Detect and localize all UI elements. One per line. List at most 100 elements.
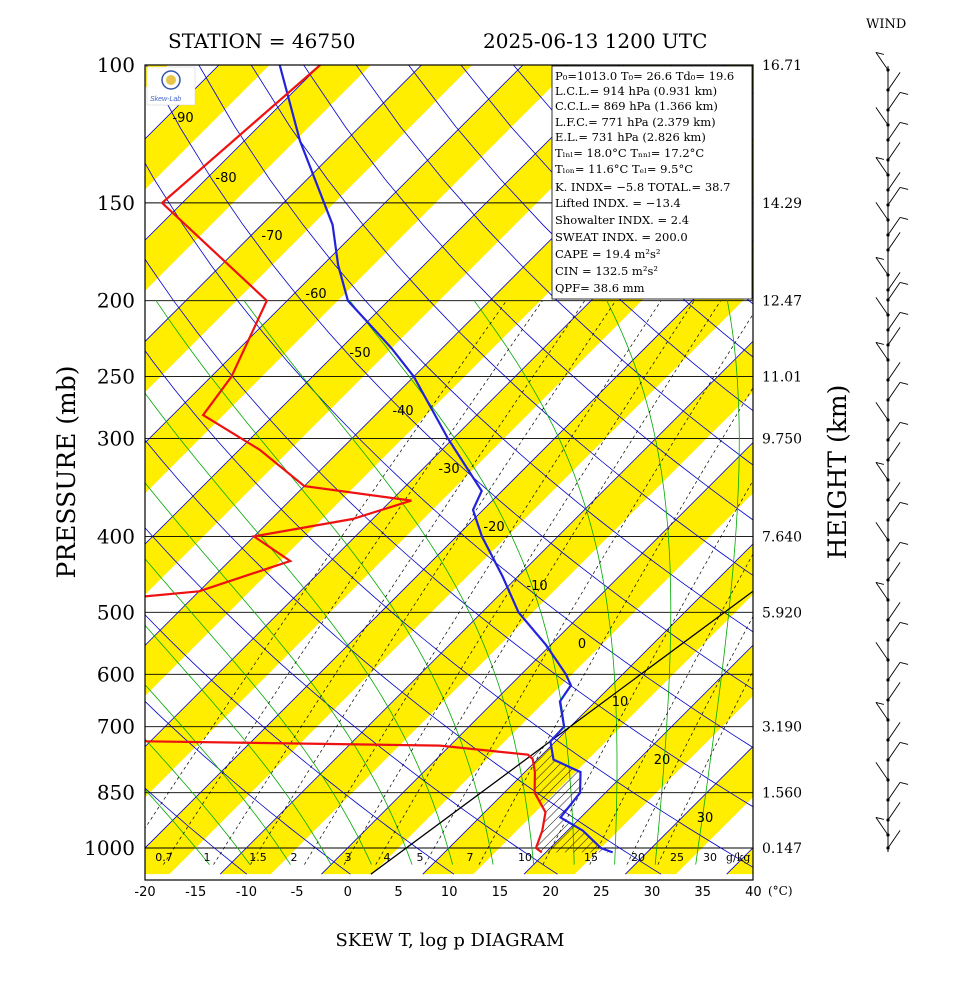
height-tick-label: 1.560	[762, 786, 802, 802]
wind-barb	[887, 362, 901, 381]
temp-tick-label: -5	[291, 885, 304, 900]
wind-barb	[875, 52, 889, 71]
pressure-tick-label: 850	[97, 781, 135, 805]
moist-adiabat	[145, 788, 210, 865]
height-tick-label: 5.920	[762, 605, 802, 621]
wind-barb-flag	[875, 51, 885, 55]
isotherm-label: -60	[305, 287, 326, 302]
isotherm-band	[145, 65, 473, 393]
stat-surface: P₀=1013.0 T₀= 26.6 Td₀= 19.6	[555, 69, 734, 83]
parcel-line	[370, 590, 753, 875]
isotherm-label: 0	[578, 637, 586, 652]
dry-adiabat	[145, 700, 351, 875]
isotherm-line	[321, 442, 753, 875]
mixing-ratio-label: 0.7	[155, 851, 173, 864]
stat-showalter: Showalter INDX. = 2.4	[555, 213, 689, 227]
isotherm-line	[145, 65, 625, 545]
stability-indices-box: P₀=1013.0 T₀= 26.6 Td₀= 19.6 L.C.L.= 914…	[551, 65, 753, 300]
height-tick-label: 0.147	[762, 841, 802, 857]
isotherm-band	[145, 65, 675, 595]
isotherm-label: -40	[392, 404, 413, 419]
mixing-unit: g/kg	[726, 851, 750, 864]
wind-barb	[875, 342, 889, 361]
mixing-ratio-line	[304, 300, 662, 865]
station-title: STATION = 46750	[168, 29, 356, 53]
wind-barb	[875, 817, 889, 836]
wind-barb	[887, 72, 901, 91]
isotherm-line	[0, 29, 52, 874]
isotherm-line	[929, 29, 960, 874]
moist-adiabat	[349, 300, 575, 865]
wind-barb	[875, 257, 889, 276]
wind-barb-flag	[875, 581, 885, 585]
mixing-ratio-label: 7	[467, 851, 474, 864]
isotherm-band	[145, 240, 753, 875]
wind-barbs-column	[875, 51, 909, 852]
isotherm-band	[929, 29, 960, 874]
wind-barb-flag	[875, 341, 885, 345]
temp-tick-label: -10	[236, 885, 257, 900]
isotherm-band	[145, 65, 371, 291]
moist-adiabat	[606, 300, 672, 865]
wind-barb-flag	[899, 381, 909, 385]
pressure-tick-label: 200	[97, 289, 135, 313]
stat-cin: CIN = 132.5 m²s²	[555, 264, 658, 278]
height-tick-label: 16.71	[762, 58, 802, 74]
mixing-ratio-line	[657, 670, 753, 865]
temp-tick-label: 0	[344, 885, 352, 900]
wind-barb-flag	[899, 621, 909, 625]
pressure-tick-label: 250	[97, 365, 135, 389]
pressure-tick-label: 700	[97, 715, 135, 739]
temp-tick-label: 35	[694, 885, 711, 900]
x-axis-label: SKEW T, log p DIAGRAM	[336, 930, 565, 951]
mixing-ratio-label: 15	[584, 851, 598, 864]
wind-barb	[875, 462, 889, 481]
agency-logo: Skew-Lab	[146, 66, 196, 106]
mixing-ratio-label: 30	[703, 851, 717, 864]
pressure-tick-label: 150	[97, 191, 135, 215]
stat-ccl: C.C.L.= 869 hPa (1.366 km)	[555, 99, 718, 113]
datetime-title: 2025-06-13 1200 UTC	[483, 29, 707, 53]
wind-barb-flag	[875, 816, 885, 820]
dry-adiabat	[145, 65, 753, 690]
wind-barb	[887, 217, 901, 236]
mixing-ratio-line	[424, 313, 753, 865]
moist-adiabat	[473, 300, 618, 865]
stat-cape: CAPE = 19.4 m²s²	[555, 247, 660, 261]
temp-tick-label: -20	[134, 885, 155, 900]
wind-barb	[875, 157, 889, 176]
mixing-ratio-label: 4	[384, 851, 391, 864]
stat-kindex: K. INDX= −5.8 TOTAL.= 38.7	[555, 180, 730, 194]
mixing-ratio-label: 5	[417, 851, 424, 864]
moist-adiabat	[155, 300, 494, 865]
moist-adiabat	[145, 392, 453, 865]
dewpoint-profile	[145, 65, 547, 854]
pressure-tick-label: 500	[97, 600, 135, 624]
dry-adiabat	[145, 258, 753, 808]
wind-barb	[887, 602, 901, 621]
wind-barb	[875, 582, 889, 601]
height-tick-label: 11.01	[762, 370, 802, 386]
dry-adiabat	[408, 65, 753, 412]
moist-adiabat	[145, 738, 251, 865]
temp-tick-label: -15	[185, 885, 206, 900]
isotherm-label: -20	[483, 520, 504, 535]
wind-barb	[875, 522, 889, 541]
wind-barb	[887, 722, 901, 741]
dry-adiabat	[355, 65, 753, 466]
temp-tick-label: 15	[492, 885, 509, 900]
height-tick-label: 3.190	[762, 720, 802, 736]
wind-barb	[875, 762, 889, 781]
moist-adiabat	[145, 684, 291, 865]
isotherm-line	[219, 340, 753, 875]
wind-barb	[875, 107, 889, 126]
pressure-tick-label: 1000	[84, 836, 135, 860]
mixing-ratio-label: 25	[670, 851, 684, 864]
mixing-ratio-line	[145, 300, 507, 829]
wind-barb-flag	[875, 701, 885, 705]
wind-barb	[887, 482, 901, 501]
temp-tick-label: 5	[394, 885, 402, 900]
mixing-ratio-line	[375, 300, 721, 865]
x-axis-unit: (°C)	[768, 884, 793, 898]
